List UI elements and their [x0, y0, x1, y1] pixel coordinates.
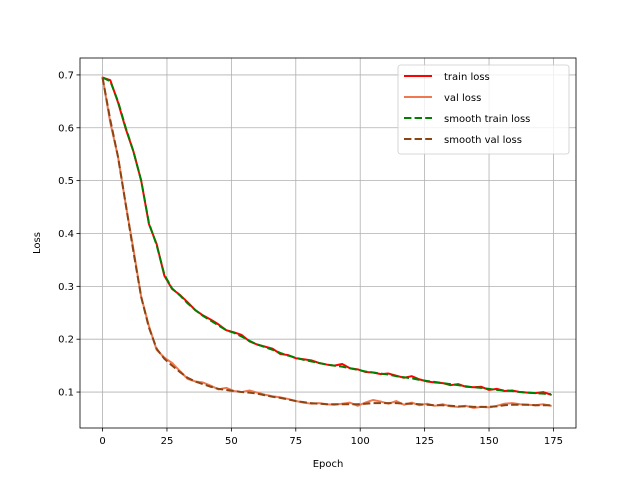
x-tick-label: 175 [544, 436, 563, 447]
y-tick-label: 0.2 [58, 335, 74, 346]
x-axis-label: Epoch [313, 459, 344, 470]
x-axis: 0 25 50 75 100 125 150 175 [99, 428, 563, 447]
y-tick-label: 0.4 [58, 229, 74, 240]
series-line-smooth-val-loss [101, 77, 551, 408]
y-axis: 0.1 0.2 0.3 0.4 0.5 0.6 0.7 [58, 70, 80, 399]
legend-label: smooth val loss [444, 135, 522, 146]
legend-label: smooth train loss [444, 114, 530, 125]
legend: train loss val loss smooth train loss smoot… [397, 64, 570, 155]
x-tick-label: 75 [289, 436, 302, 447]
plot-frame [79, 57, 577, 429]
series-layer [101, 76, 552, 409]
y-tick-label: 0.7 [58, 70, 74, 81]
x-tick-label: 150 [479, 436, 498, 447]
legend-frame [397, 64, 570, 155]
legend-label: val loss [444, 93, 481, 104]
x-tick-label: 125 [415, 436, 434, 447]
y-tick-label: 0.1 [58, 388, 74, 399]
series-line-smooth-train-loss [102, 76, 551, 396]
x-tick-label: 50 [225, 436, 238, 447]
x-tick-label: 0 [99, 436, 105, 447]
x-tick-label: 25 [161, 436, 174, 447]
y-tick-label: 0.6 [58, 123, 74, 134]
x-tick-label: 100 [351, 436, 370, 447]
y-axis-label: Loss [32, 232, 43, 254]
y-tick-label: 0.3 [58, 282, 74, 293]
y-tick-label: 0.5 [58, 176, 74, 187]
legend-label: train loss [444, 72, 490, 83]
